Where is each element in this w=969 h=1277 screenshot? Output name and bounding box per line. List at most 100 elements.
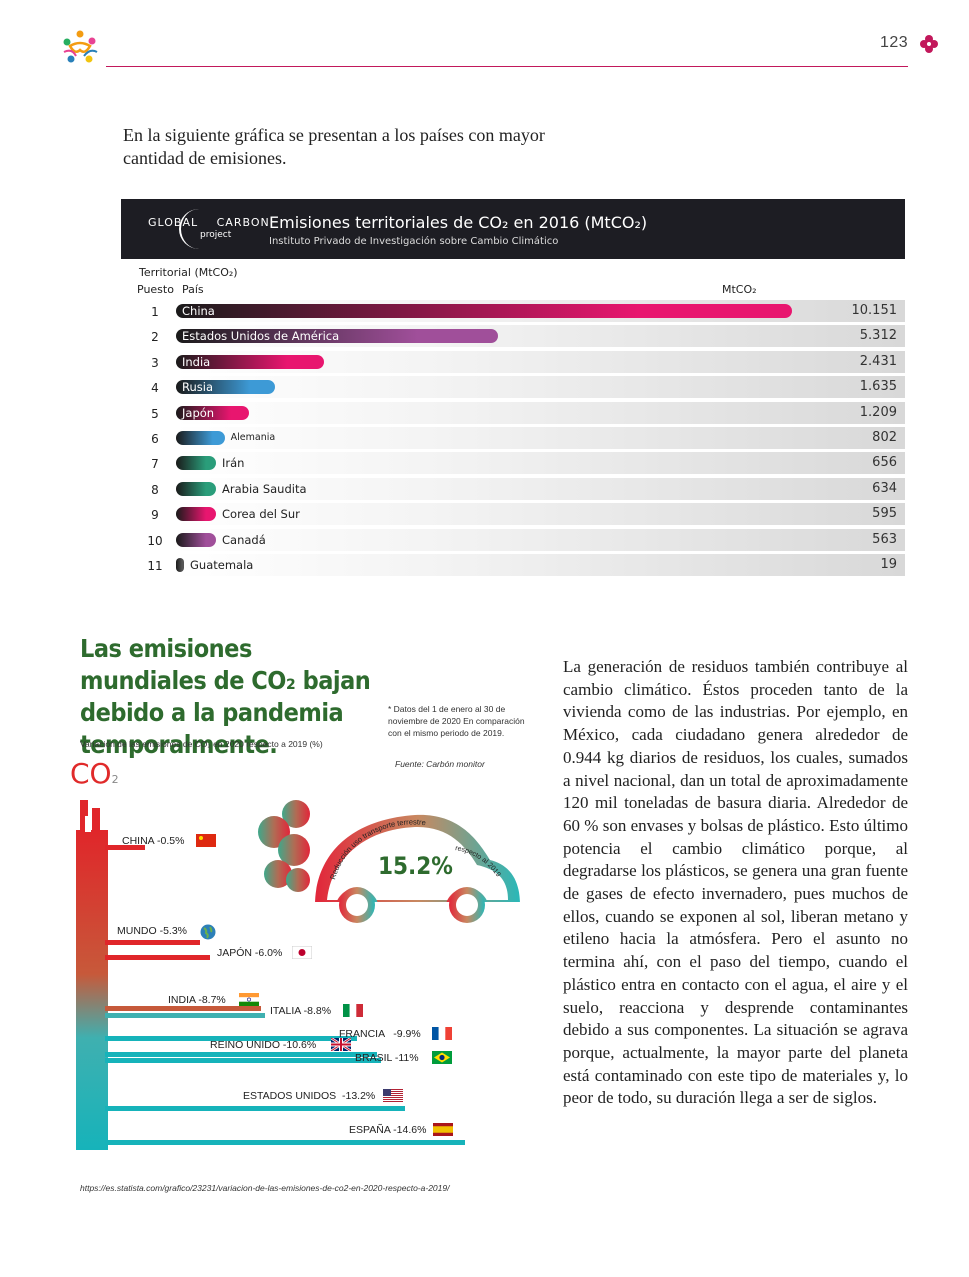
value-label: 1.209 [859,404,897,420]
rank-label: 1 [151,305,159,319]
rank-label: 6 [151,432,159,446]
value-label: 10.151 [851,303,898,318]
chart-row: China 10.151 [174,300,905,322]
label-unit: MtCO₂ [722,283,757,296]
gcp-logo-word3: project [200,230,232,240]
infographic-label: ITALIA -8.8% [270,1005,332,1017]
infographic-label: BRASIL -11% [355,1052,419,1064]
bar-mark [176,304,792,318]
co2-subscript: 2 [111,773,119,786]
infographic-label: INDIA -8.7% [168,994,226,1006]
country-label: Guatemala [190,558,254,572]
infographic-label: JAPÓN -6.0% [217,947,283,959]
value-label: 802 [872,430,897,445]
infographic-bar [105,1006,261,1011]
page-number: 123 [880,34,909,51]
country-label: Canadá [222,532,266,547]
infographic-label: FRANCIA -9.9% [339,1028,421,1040]
france-flag-icon [432,1027,452,1040]
bar-mark [176,507,216,522]
chart-row: Corea del Sur 595 [174,503,905,526]
rank-label: 9 [151,508,159,523]
chart-row: Alemania 802 [174,427,905,449]
value-label: 2.431 [859,353,897,369]
spain-flag-icon [433,1123,453,1136]
rank-label: 2 [151,330,159,345]
country-label: Irán [222,456,245,471]
value-label: 634 [872,480,897,496]
chart-row: Canadá 563 [174,528,905,551]
country-label: China [182,304,215,318]
value-label: 1.635 [859,379,897,395]
china-flag-icon [196,834,216,847]
infographic-bar [105,1058,381,1063]
label-pais: País [182,283,204,296]
country-label: Japón [182,405,215,420]
smoke-graphic [258,800,310,892]
infographic-bar [105,845,145,850]
infographic-note: * Datos del 1 de enero al 30 de noviembr… [388,704,525,738]
infographic-label: MUNDO -5.3% [117,925,188,937]
gcp-logo: GLOBAL CARBON project [148,216,270,240]
value-label: 595 [872,506,897,522]
gcp-chart-subtitle: Instituto Privado de Investigación sobre… [269,236,559,247]
gcp-logo-arc-icon [179,209,201,249]
italy-flag-icon [343,1004,363,1017]
chart-row: Japón 1.209 [174,401,905,424]
infographic-label: CHINA -0.5% [122,835,185,847]
rank-label: 8 [151,482,159,497]
publisher-logo-icon [63,30,98,63]
infographic-bar [105,1140,465,1145]
infographic-bar [105,1013,265,1018]
co2-text: CO [70,757,112,790]
gcp-chart-title: Emisiones territoriales de CO₂ en 2016 (… [269,213,648,232]
uk-flag-icon [330,1036,352,1053]
chart-row: Irán 656 [174,452,905,475]
gcp-logo-word2: CARBON [216,216,270,229]
bar-mark [176,558,184,572]
chart-row: Guatemala 19 [174,554,905,576]
india-flag-icon [239,993,259,1006]
chimney-graphic [76,800,108,1150]
infographic-bar [105,940,200,945]
rank-label: 11 [147,559,163,573]
co2-label: CO2 [70,757,119,790]
bar-mark [176,405,250,420]
infographic-bar [105,1106,405,1111]
car-value: 15.2% [378,852,453,880]
country-label: Arabia Saudita [222,481,307,496]
header-rule [106,66,908,67]
rank-label: 3 [151,355,159,370]
label-puesto: Puesto [137,283,174,296]
country-label: Alemania [230,432,276,443]
bar-mark [176,380,276,395]
intro-paragraph: En la siguiente gráfica se presentan a l… [123,125,545,168]
chart-row: Arabia Saudita 634 [174,477,905,500]
value-label: 563 [872,531,897,547]
value-label: 656 [872,455,897,471]
infographic-source: Fuente: Carbón monitor [395,759,485,769]
chart-row: Rusia 1.635 [174,376,905,399]
source-url: https://es.statista.com/grafico/23231/va… [80,1183,450,1193]
bar-mark [176,431,225,445]
rank-label: 4 [151,381,159,396]
chart-row: Estados Unidos de América 5.312 [174,325,905,348]
rank-label: 7 [151,457,159,472]
japan-flag-icon [291,945,313,960]
country-label: Rusia [182,380,213,395]
globe-icon [200,924,216,940]
rank-label: 5 [151,406,159,421]
bar-mark [176,456,216,471]
body-paragraph: La generación de residuos también contri… [563,657,908,1108]
brazil-flag-icon [432,1051,452,1064]
bar-mark [176,481,216,496]
value-label: 19 [880,557,897,572]
infographic-bar [105,1052,377,1057]
rank-label: 10 [147,533,163,548]
infographic-subtitle: Variación de las emisiones de CO₂ en 202… [80,739,323,749]
usa-flag-icon [383,1089,403,1102]
gcp-chart-header: GLOBAL CARBON project Emisiones territor… [121,199,905,259]
flower-ornament-icon [920,35,938,53]
chart-row: India 2.431 [174,350,905,373]
value-label: 5.312 [859,328,897,344]
